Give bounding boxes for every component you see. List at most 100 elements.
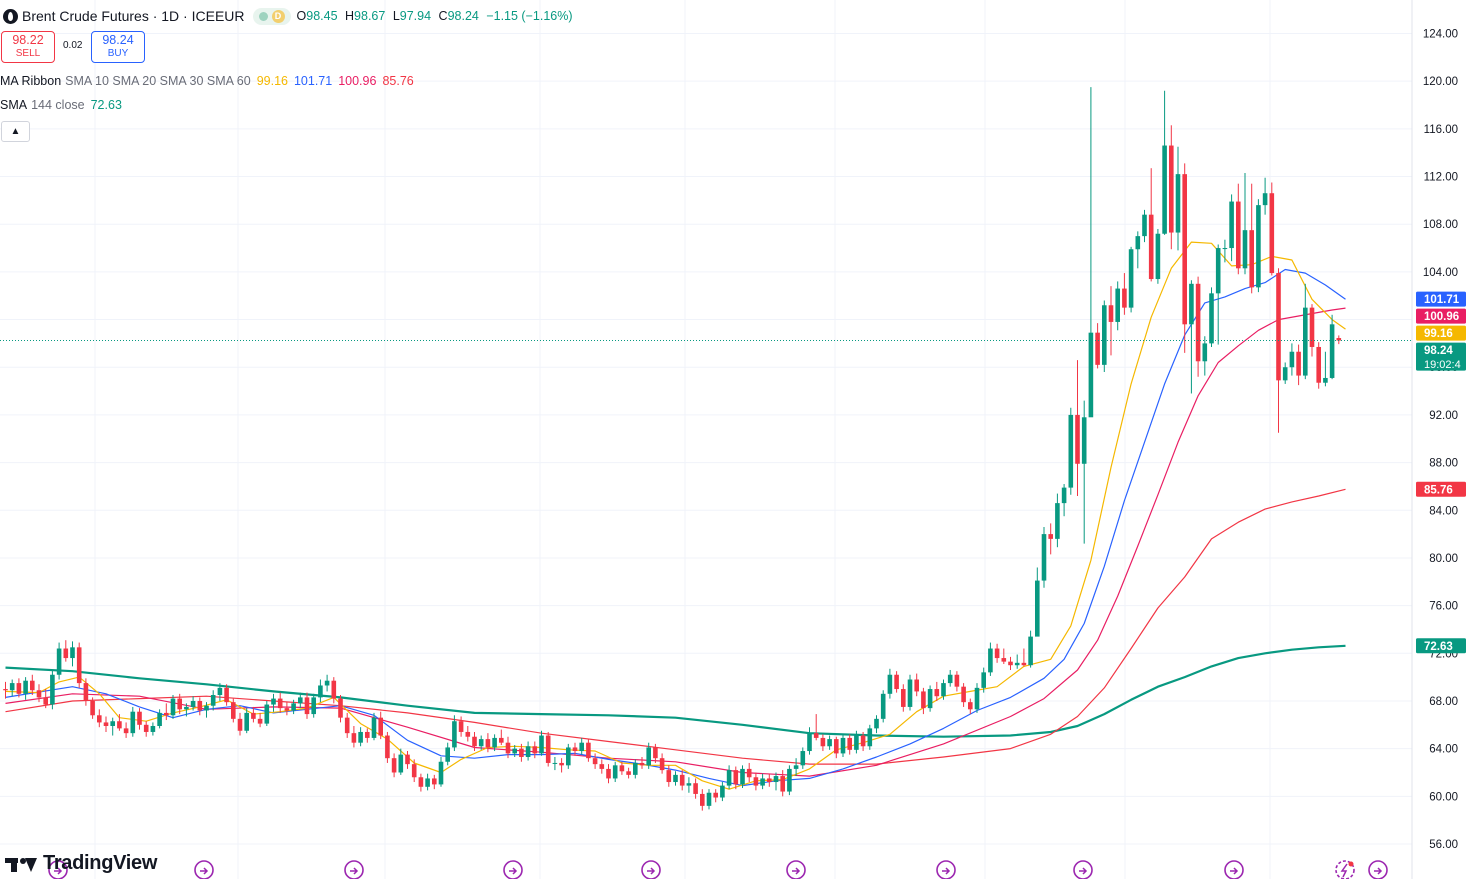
candle[interactable]: [968, 698, 973, 715]
candle[interactable]: [1189, 280, 1194, 394]
candle[interactable]: [921, 687, 926, 715]
candle[interactable]: [860, 731, 866, 752]
candle[interactable]: [1256, 199, 1261, 293]
candle[interactable]: [425, 773, 430, 791]
candle[interactable]: [284, 702, 290, 716]
candle[interactable]: [405, 751, 410, 769]
candle[interactable]: [365, 728, 370, 743]
candle[interactable]: [1122, 273, 1127, 315]
candle[interactable]: [1202, 336, 1208, 376]
candle[interactable]: [1162, 90, 1167, 235]
candle[interactable]: [298, 692, 303, 709]
candle[interactable]: [1055, 493, 1060, 548]
candle[interactable]: [224, 684, 229, 706]
event-marker-icon[interactable]: [48, 860, 68, 879]
candle[interactable]: [1316, 342, 1321, 389]
candle[interactable]: [1209, 287, 1214, 347]
candle[interactable]: [592, 753, 598, 769]
candle[interactable]: [1102, 300, 1107, 373]
candle[interactable]: [994, 643, 1000, 663]
candle[interactable]: [988, 642, 993, 676]
candle[interactable]: [237, 712, 243, 736]
candle[interactable]: [1309, 304, 1315, 357]
candle[interactable]: [9, 679, 15, 697]
event-marker-icon[interactable]: [1368, 860, 1388, 879]
candle[interactable]: [157, 709, 162, 729]
candle[interactable]: [351, 726, 357, 748]
candle[interactable]: [679, 770, 685, 791]
candle[interactable]: [1296, 344, 1301, 386]
candle[interactable]: [1336, 335, 1342, 345]
candle[interactable]: [16, 678, 22, 698]
candle[interactable]: [519, 743, 524, 762]
candle[interactable]: [525, 741, 531, 761]
candle[interactable]: [472, 731, 477, 752]
event-marker-icon[interactable]: [1224, 860, 1244, 879]
candle[interactable]: [713, 789, 718, 803]
candle[interactable]: [204, 702, 209, 718]
candle[interactable]: [532, 741, 538, 759]
candle[interactable]: [1269, 182, 1275, 276]
candle[interactable]: [264, 700, 270, 727]
candle[interactable]: [740, 765, 745, 788]
buy-button[interactable]: 98.24 BUY: [91, 31, 145, 63]
candle[interactable]: [210, 690, 216, 711]
candle[interactable]: [164, 703, 169, 721]
candle[interactable]: [231, 698, 236, 723]
candle[interactable]: [1175, 146, 1181, 251]
candle[interactable]: [478, 735, 484, 750]
candle[interactable]: [1128, 246, 1134, 313]
candle[interactable]: [1021, 648, 1027, 667]
candle[interactable]: [1048, 523, 1053, 555]
candle[interactable]: [512, 745, 517, 757]
candle[interactable]: [110, 717, 115, 736]
candle[interactable]: [30, 674, 35, 696]
candle[interactable]: [411, 759, 417, 783]
candle[interactable]: [184, 703, 189, 717]
candle[interactable]: [1289, 343, 1295, 376]
candle[interactable]: [492, 734, 497, 752]
candle[interactable]: [1282, 362, 1288, 384]
candle[interactable]: [1001, 648, 1007, 665]
candle[interactable]: [773, 772, 779, 791]
candle[interactable]: [1081, 400, 1087, 544]
candle[interactable]: [780, 770, 785, 797]
candle[interactable]: [907, 674, 913, 711]
candle[interactable]: [137, 708, 142, 730]
candle[interactable]: [197, 697, 203, 716]
candle[interactable]: [961, 683, 966, 707]
candle[interactable]: [1329, 314, 1335, 380]
event-marker-icon[interactable]: [936, 860, 956, 879]
candle[interactable]: [700, 789, 705, 811]
candle[interactable]: [954, 671, 960, 692]
candle[interactable]: [398, 748, 404, 775]
candle[interactable]: [787, 765, 792, 796]
candle[interactable]: [3, 681, 8, 699]
candle[interactable]: [1142, 209, 1147, 243]
candle[interactable]: [331, 677, 337, 704]
candle[interactable]: [726, 765, 732, 790]
candle[interactable]: [177, 693, 182, 715]
candle[interactable]: [941, 679, 946, 700]
candle[interactable]: [499, 729, 504, 746]
candle[interactable]: [927, 685, 933, 712]
candle[interactable]: [639, 756, 645, 769]
candle[interactable]: [1262, 177, 1268, 215]
event-marker-icon[interactable]: [641, 860, 661, 879]
candle[interactable]: [1028, 630, 1033, 668]
candle[interactable]: [612, 761, 618, 783]
candle[interactable]: [820, 734, 826, 752]
candle[interactable]: [559, 758, 564, 773]
candle[interactable]: [251, 706, 256, 723]
candle[interactable]: [63, 640, 69, 662]
candle[interactable]: [619, 761, 625, 775]
candle[interactable]: [1182, 163, 1187, 353]
event-marker-icon[interactable]: [786, 860, 806, 879]
candle[interactable]: [324, 674, 330, 692]
candle[interactable]: [505, 736, 511, 759]
candle[interactable]: [271, 693, 276, 712]
candle[interactable]: [586, 739, 591, 762]
candle[interactable]: [90, 697, 95, 719]
candle[interactable]: [385, 731, 390, 763]
